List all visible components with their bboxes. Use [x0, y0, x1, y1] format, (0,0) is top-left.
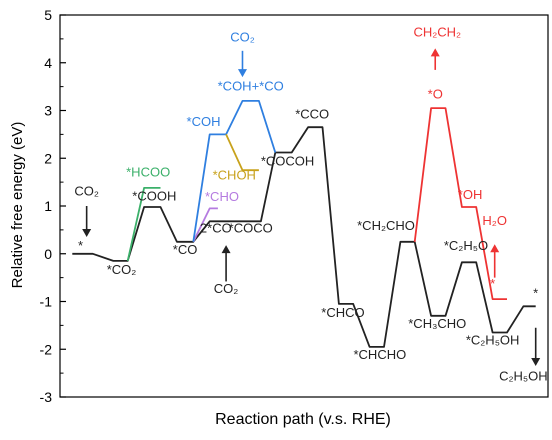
state-label: H₂O [482, 213, 507, 228]
series-line-blue [192, 100, 277, 242]
arrow-head [531, 357, 541, 366]
series-line-gold [225, 134, 259, 172]
series-line-green [126, 187, 161, 262]
y-tick-label: 4 [44, 55, 52, 71]
y-tick-label: -2 [40, 341, 53, 357]
state-label: * [490, 276, 495, 291]
state-label: *COOH [132, 188, 176, 203]
state-label: *CO₂ [107, 262, 137, 277]
state-label: CO₂ [214, 281, 239, 296]
y-tick-label: -3 [40, 389, 53, 405]
arrow-head [221, 245, 231, 254]
state-label: CO₂ [74, 183, 99, 198]
state-label: C₂H₅OH [499, 368, 548, 383]
state-label: *COH [187, 114, 221, 129]
arrow-head [430, 48, 440, 57]
state-label: *C₂H₅O [444, 238, 488, 253]
state-label: *CCO [295, 107, 329, 122]
state-label: *CHCHO [353, 347, 406, 362]
state-label: *HCOO [126, 164, 170, 179]
state-label: *CO [173, 242, 198, 257]
state-label: *CHO [205, 189, 239, 204]
state-label: * [78, 238, 83, 253]
series-line-red [413, 107, 507, 300]
state-label: *CHCO [321, 305, 364, 320]
state-label: CH₂CH₂ [413, 24, 461, 39]
y-tick-label: 1 [44, 198, 52, 214]
series-line-black [72, 126, 536, 348]
state-label: *O [428, 87, 443, 102]
arrow-head [237, 69, 247, 78]
state-label: *COCOH [261, 153, 314, 168]
y-tick-label: 0 [44, 246, 52, 262]
arrow-head [490, 244, 500, 253]
arrow-head [82, 229, 92, 238]
state-label: 2*CO [200, 221, 232, 236]
y-tick-label: 3 [44, 103, 52, 119]
state-label: *C₂H₅OH [466, 332, 520, 347]
y-axis-label: Relative free energy (eV) [9, 122, 26, 289]
y-tick-label: 5 [44, 7, 52, 23]
state-label: CO₂ [230, 29, 255, 44]
state-label: *CH₃CHO [408, 316, 466, 331]
state-label: * [533, 286, 538, 301]
state-label: *COCO [229, 221, 273, 236]
y-tick-label: 2 [44, 150, 52, 166]
state-label: *CH₂CHO [357, 218, 415, 233]
state-label: *COH+*CO [218, 78, 284, 93]
state-label: *OH [458, 187, 483, 202]
x-axis-label: Reaction path (v.s. RHE) [215, 411, 391, 428]
y-tick-label: -1 [40, 294, 53, 310]
state-label: *CHOH [213, 168, 256, 183]
series-line-purple [192, 207, 218, 243]
